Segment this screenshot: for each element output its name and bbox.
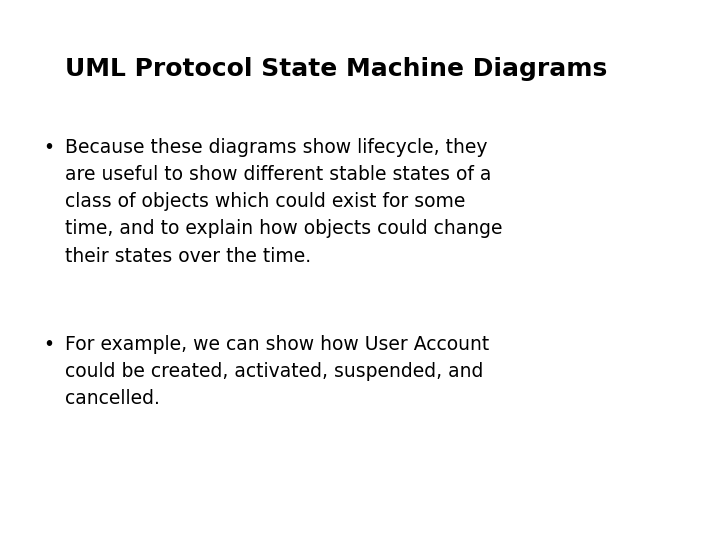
Text: •: •	[43, 335, 54, 354]
Text: •: •	[43, 138, 54, 157]
Text: UML Protocol State Machine Diagrams: UML Protocol State Machine Diagrams	[65, 57, 607, 80]
Text: Because these diagrams show lifecycle, they
are useful to show different stable : Because these diagrams show lifecycle, t…	[65, 138, 503, 266]
Text: For example, we can show how User Account
could be created, activated, suspended: For example, we can show how User Accoun…	[65, 335, 489, 408]
